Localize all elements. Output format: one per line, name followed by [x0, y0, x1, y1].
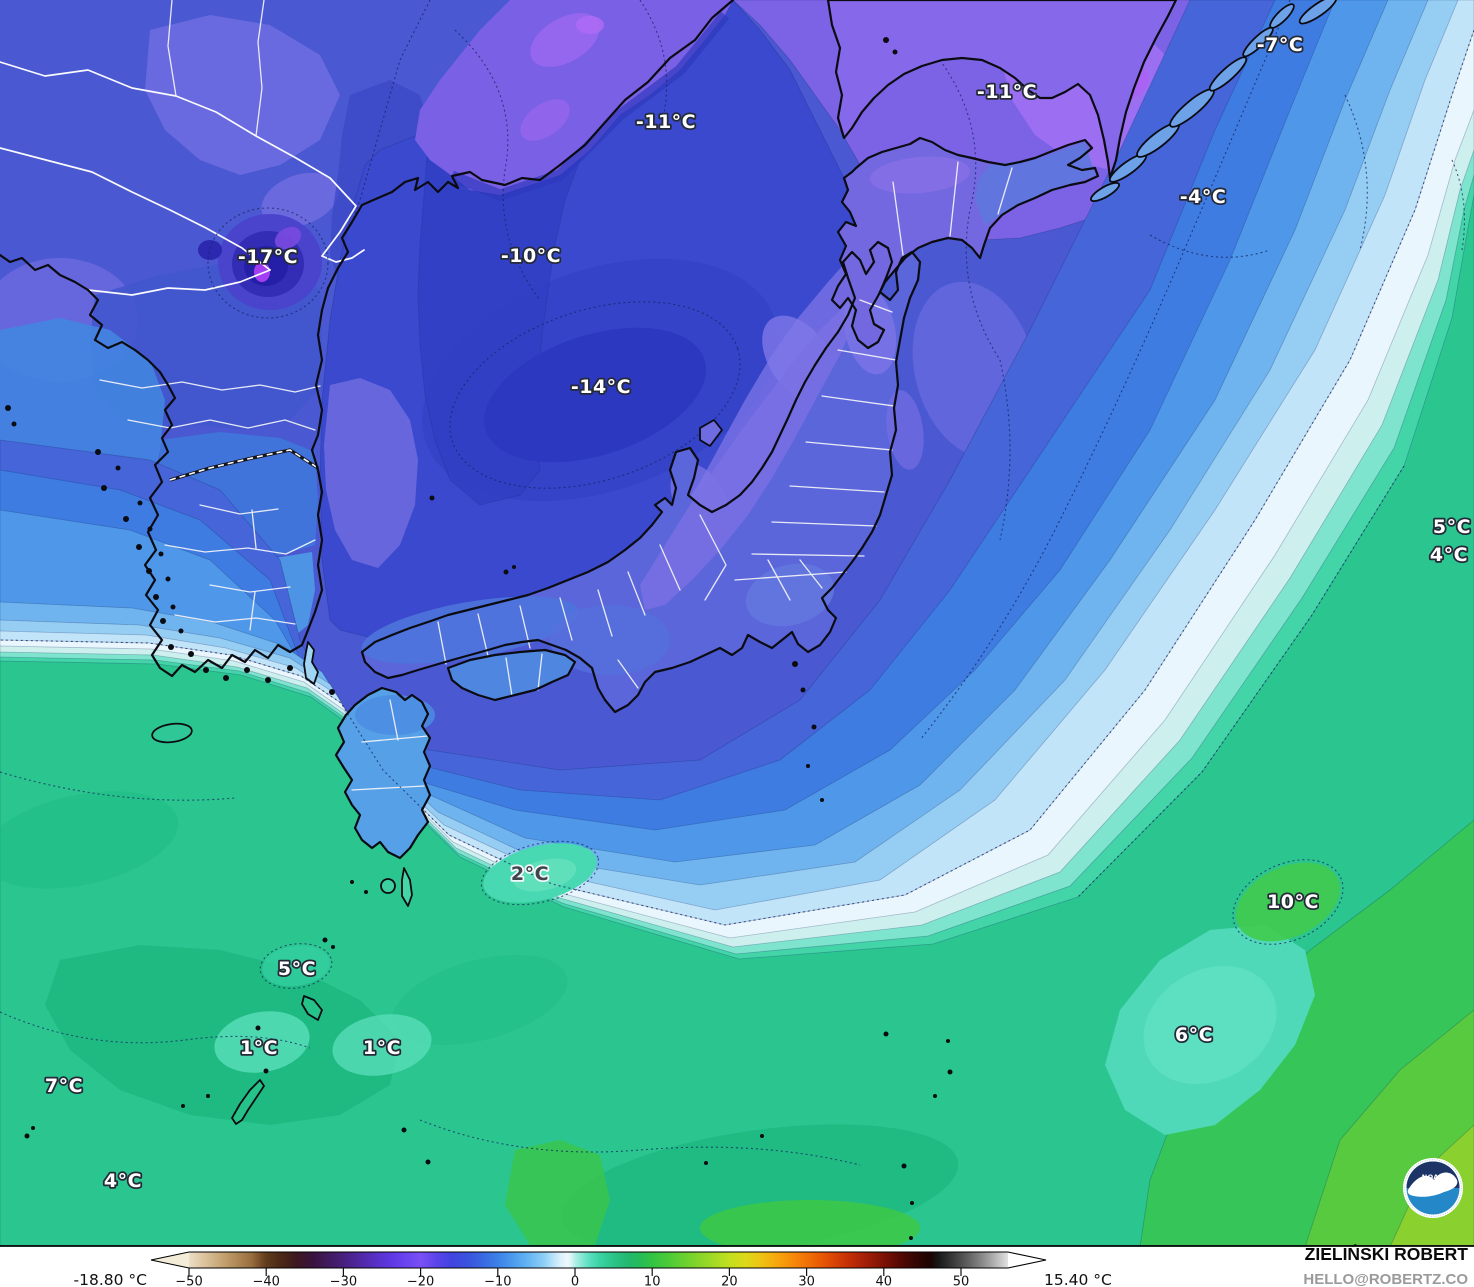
temperature-label: -17°C — [238, 246, 298, 268]
footer: -18.80 °C −50 −40 −30 −20 −10 0 10 20 30 40 50 15.… — [74, 1243, 1469, 1287]
temperature-label: 6°C — [1175, 1024, 1213, 1046]
colorbar-tick-label: 10 — [644, 1275, 661, 1287]
temperature-labels: -11°C -17°C -10°C -14°C -11°C -7°C -4°C 5°C 4°C 2… — [43, 32, 1472, 1194]
temperature-label: 4°C — [1430, 544, 1468, 566]
noaa-logo-icon: NOAA — [1403, 1158, 1463, 1218]
colorbar-tick-label: 0 — [571, 1275, 579, 1287]
colorbar-tick-label: −20 — [407, 1275, 434, 1287]
japan-landmass — [336, 0, 1176, 858]
warm-temperature-bands — [0, 0, 1474, 1247]
colorbar-tick-label: 50 — [953, 1275, 970, 1287]
colorbar-max-label: 15.40 °C — [1044, 1271, 1112, 1287]
colorbar-tick-label: −40 — [252, 1275, 279, 1287]
temperature-colorbar: −50 −40 −30 −20 −10 0 10 20 30 40 50 — [150, 1251, 1047, 1287]
kuril-islands — [1090, 0, 1338, 202]
colorbar-tick-label: −30 — [330, 1275, 357, 1287]
temperature-label: -14°C — [571, 376, 631, 398]
temperature-label: -11°C — [636, 111, 696, 133]
temperature-label: -10°C — [501, 245, 561, 267]
temperature-label: 1°C — [240, 1037, 278, 1059]
colorbar-min-label: -18.80 °C — [74, 1271, 147, 1287]
colorbar-tick-label: 40 — [876, 1275, 893, 1287]
temperature-label: 1°C — [363, 1037, 401, 1059]
colorbar-ticks: −50 −40 −30 −20 −10 0 10 20 30 40 50 — [175, 1268, 969, 1287]
noaa-logo-text: NOAA — [1422, 1173, 1444, 1181]
temperature-label: -4°C — [1180, 186, 1227, 208]
cold-spot-minus17 — [198, 214, 322, 310]
temperature-label: 5°C — [278, 958, 316, 980]
local-temperature-patches — [0, 791, 1340, 1247]
colorbar-tick-label: −10 — [484, 1275, 511, 1287]
temperature-label: -11°C — [977, 81, 1037, 103]
temperature-label: 10°C — [1267, 891, 1319, 913]
colorbar-tick-label: 30 — [798, 1275, 815, 1287]
temperature-label: -7°C — [1257, 34, 1304, 56]
temperature-label: 2°C — [511, 863, 549, 885]
contour-lines — [0, 0, 1474, 1166]
colorbar-tick-label: −50 — [175, 1275, 202, 1287]
attribution-name: ZIELIŃSKI ROBERT — [1305, 1243, 1469, 1264]
temperature-label: 5°C — [1433, 516, 1471, 538]
attribution-email: HELLO@ROBERTZ.CO — [1303, 1271, 1468, 1287]
colorbar-tick-label: 20 — [721, 1275, 738, 1287]
temperature-label: 4°C — [104, 1170, 142, 1192]
temperature-label: 7°C — [45, 1075, 83, 1097]
map-border-bottom — [0, 1245, 1474, 1247]
islands — [5, 0, 1338, 1240]
